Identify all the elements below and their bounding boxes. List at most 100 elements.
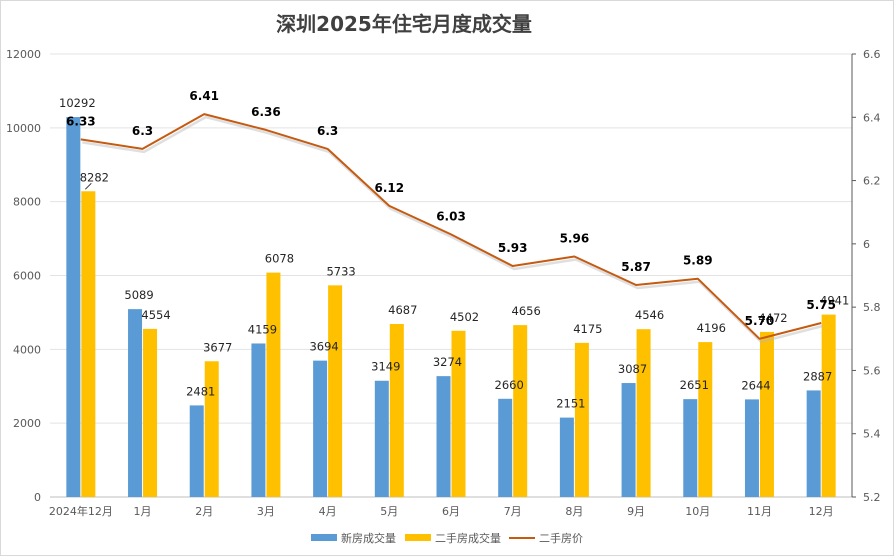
- resale-home-value-label: 4554: [141, 308, 170, 322]
- legend-label: 新房成交量: [341, 531, 396, 545]
- chart-title: 深圳2025年住宅月度成交量: [276, 12, 532, 36]
- resale-home-bar: [451, 330, 466, 497]
- category-label: 6月: [442, 505, 460, 518]
- left-tick-label: 12000: [6, 48, 41, 61]
- left-tick-label: 10000: [6, 122, 41, 135]
- new-home-value-label: 3149: [371, 360, 400, 374]
- legend-swatch: [405, 534, 431, 541]
- left-tick-label: 6000: [13, 270, 41, 283]
- new-home-value-label: 10292: [59, 96, 96, 110]
- category-label: 7月: [504, 505, 522, 518]
- new-home-value-label: 3087: [618, 362, 647, 376]
- category-label: 4月: [319, 505, 337, 518]
- resale-home-value-label: 4941: [820, 294, 849, 308]
- resale-home-bar: [143, 328, 158, 497]
- new-home-bar: [436, 376, 451, 497]
- new-home-value-label: 3694: [309, 340, 338, 354]
- resale-home-value-label: 4546: [635, 308, 664, 322]
- resale-home-value-label: 4656: [512, 304, 541, 318]
- category-label: 2月: [195, 505, 213, 518]
- price-value-label: 5.87: [621, 260, 651, 274]
- new-home-value-label: 2660: [495, 378, 524, 392]
- new-home-bar: [66, 117, 81, 498]
- left-tick-label: 0: [34, 491, 41, 504]
- price-value-label: 5.70: [745, 314, 775, 328]
- new-home-value-label: 2151: [556, 397, 585, 411]
- resale-home-bar: [821, 314, 836, 497]
- price-value-label: 5.93: [498, 241, 528, 255]
- new-home-bar: [189, 405, 204, 497]
- resale-home-bar: [574, 342, 589, 497]
- left-tick-label: 8000: [13, 196, 41, 209]
- resale-home-value-label: 8282: [80, 170, 109, 184]
- resale-home-value-label: 4472: [758, 311, 787, 325]
- price-value-label: 6.3: [132, 124, 153, 138]
- right-tick-label: 5.8: [863, 301, 881, 314]
- resale-home-bar: [759, 331, 774, 497]
- category-label: 9月: [627, 505, 645, 518]
- resale-home-value-label: 3677: [203, 340, 232, 354]
- right-tick-label: 6.6: [863, 48, 881, 61]
- left-tick-label: 4000: [13, 343, 41, 356]
- new-home-value-label: 4159: [248, 322, 277, 336]
- new-home-bar: [498, 398, 513, 497]
- category-label: 5月: [380, 505, 398, 518]
- data-labels: 10292 8282 5089 4554 2481 3677 4159 6078 3694 573…: [59, 89, 849, 410]
- category-label: 11月: [747, 505, 772, 518]
- price-value-label: 6.36: [251, 105, 281, 119]
- category-label: 12月: [809, 505, 834, 518]
- new-home-bar: [128, 309, 143, 497]
- right-axis: 5.2 5.4 5.6 5.8 6 6.2 6.4 6.6: [851, 48, 881, 504]
- category-label: 10月: [685, 505, 710, 518]
- price-value-label: 5.96: [560, 232, 590, 246]
- right-tick-label: 6.4: [863, 111, 881, 124]
- new-home-bar: [744, 399, 759, 497]
- category-label: 8月: [565, 505, 583, 518]
- price-value-label: 6.33: [66, 114, 96, 128]
- resale-home-value-label: 4687: [388, 303, 417, 317]
- category-label: 3月: [257, 505, 275, 518]
- resale-home-value-label: 4175: [573, 322, 602, 336]
- new-home-value-label: 2651: [680, 378, 709, 392]
- resale-home-value-label: 5733: [326, 264, 355, 278]
- legend-label: 二手房成交量: [435, 531, 501, 545]
- grid-lines: [50, 53, 852, 498]
- new-home-value-label: 2481: [186, 384, 215, 398]
- price-line-layer: [80, 113, 824, 344]
- resale-home-bar: [698, 342, 713, 497]
- new-home-value-label: 3274: [433, 355, 462, 369]
- price-value-label: 5.89: [683, 254, 713, 268]
- price-line-shadow: [82, 115, 824, 344]
- resale-home-bar: [636, 329, 651, 497]
- legend: 新房成交量 二手房成交量 二手房价: [311, 531, 583, 545]
- resale-home-bar: [81, 191, 96, 497]
- left-axis: 0 2000 4000 6000 8000 10000 12000: [6, 48, 41, 504]
- new-home-bar: [374, 380, 389, 497]
- price-value-label: 6.12: [375, 181, 405, 195]
- price-value-label: 6.41: [189, 89, 219, 103]
- legend-label: 二手房价: [539, 531, 583, 545]
- resale-home-value-label: 6078: [265, 252, 294, 266]
- resale-home-bar: [389, 323, 404, 497]
- resale-home-bar: [204, 361, 219, 497]
- new-home-bar: [559, 417, 574, 497]
- new-home-bar: [683, 399, 698, 497]
- new-home-bar: [806, 390, 821, 497]
- new-home-bar: [251, 343, 266, 497]
- new-home-value-label: 5089: [124, 288, 153, 302]
- price-line: [80, 113, 822, 340]
- legend-swatch: [311, 534, 337, 541]
- category-axis: 2024年12月 1月 2月 3月 4月 5月 6月 7月 8月 9月 10月 11月 12月: [49, 504, 834, 518]
- new-home-value-label: 2644: [741, 378, 770, 392]
- category-label: 2024年12月: [49, 504, 113, 518]
- category-label: 1月: [134, 505, 152, 518]
- left-tick-label: 2000: [13, 417, 41, 430]
- price-value-label: 6.3: [317, 124, 338, 138]
- new-home-value-label: 2887: [803, 369, 832, 383]
- resale-home-value-label: 4502: [450, 310, 479, 324]
- right-tick-label: 5.6: [863, 364, 881, 377]
- resale-home-bar: [328, 285, 343, 497]
- price-value-label: 5.75: [806, 298, 836, 312]
